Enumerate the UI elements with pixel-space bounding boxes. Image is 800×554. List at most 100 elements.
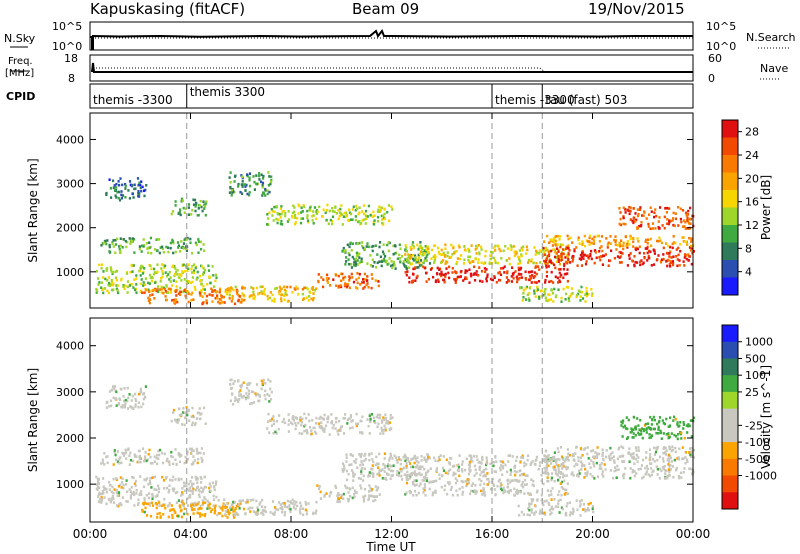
- heatmap-cell: [224, 290, 227, 294]
- heatmap-cell: [273, 513, 276, 516]
- heatmap-cell: [456, 275, 459, 279]
- heatmap-cell: [446, 481, 450, 484]
- heatmap-cell: [183, 461, 186, 465]
- heatmap-cell: [280, 297, 283, 300]
- heatmap-cell: [301, 217, 304, 220]
- heatmap-cell: [342, 492, 345, 496]
- colorbar-tick-label: 24: [745, 149, 759, 162]
- heatmap-cell: [171, 210, 175, 213]
- heatmap-cell: [279, 222, 282, 226]
- heatmap-cell: [543, 457, 546, 461]
- heatmap-cell: [654, 227, 657, 230]
- heatmap-cell: [358, 256, 361, 259]
- heatmap-cell: [134, 288, 137, 292]
- heatmap-cell: [245, 183, 248, 187]
- heatmap-cell: [156, 287, 159, 291]
- cpid-segment-label: themis -3300: [495, 93, 575, 107]
- heatmap-cell: [380, 426, 383, 430]
- heatmap-cell: [133, 453, 136, 456]
- heatmap-cell: [202, 452, 205, 455]
- heatmap-cell: [583, 464, 586, 468]
- heatmap-cell: [137, 498, 140, 502]
- heatmap-cell: [380, 260, 384, 263]
- heatmap-cell: [354, 260, 357, 264]
- heatmap-cell: [304, 423, 307, 427]
- heatmap-cell: [241, 175, 244, 178]
- heatmap-cell: [577, 292, 580, 296]
- colorbar-segment: [722, 207, 738, 226]
- heatmap-cell: [549, 490, 552, 493]
- heatmap-cell: [543, 251, 546, 254]
- heatmap-cell: [152, 475, 155, 479]
- heatmap-cell: [391, 263, 394, 267]
- heatmap-cell: [425, 250, 428, 253]
- heatmap-cell: [144, 277, 147, 280]
- heatmap-cell: [418, 252, 422, 256]
- heatmap-cell: [100, 244, 103, 247]
- heatmap-cell: [119, 237, 122, 240]
- heatmap-cell: [429, 268, 433, 271]
- heatmap-cell: [193, 285, 196, 289]
- heatmap-cell: [609, 453, 612, 456]
- heatmap-cell: [268, 190, 271, 194]
- heatmap-cell: [474, 257, 477, 261]
- cpid-segment-label: themis 3300: [190, 85, 265, 99]
- heatmap-cell: [138, 245, 141, 248]
- heatmap-cell: [197, 240, 201, 243]
- heatmap-cell: [665, 242, 668, 245]
- heatmap-cell: [261, 181, 265, 185]
- heatmap-cell: [228, 191, 231, 194]
- heatmap-cell: [591, 475, 594, 478]
- heatmap-cell: [126, 399, 129, 403]
- heatmap-cell: [121, 246, 124, 249]
- heatmap-cell: [180, 477, 183, 481]
- heatmap-cell: [499, 279, 502, 282]
- heatmap-cell: [530, 498, 533, 501]
- heatmap-cell: [225, 291, 229, 294]
- heatmap-cell: [442, 253, 445, 256]
- heatmap-cell: [360, 222, 363, 225]
- heatmap-cell: [568, 249, 571, 252]
- heatmap-cell: [375, 266, 378, 269]
- heatmap-cell: [119, 456, 122, 459]
- heatmap-cell: [689, 447, 692, 450]
- heatmap-cell: [300, 217, 303, 220]
- heatmap-cell: [457, 468, 460, 472]
- heatmap-cell: [123, 287, 126, 290]
- heatmap-cell: [491, 251, 494, 254]
- heatmap-cell: [98, 263, 101, 267]
- heatmap-cell: [440, 270, 443, 274]
- heatmap-cell: [295, 501, 298, 504]
- heatmap-cell: [129, 270, 132, 274]
- heatmap-cell: [272, 219, 275, 222]
- heatmap-cell: [292, 415, 295, 418]
- heatmap-cell: [548, 250, 551, 254]
- heatmap-cell: [362, 246, 365, 250]
- heatmap-cell: [414, 279, 417, 282]
- y-tick-label: 4000: [56, 133, 84, 146]
- heatmap-cell: [682, 236, 685, 239]
- heatmap-cell: [305, 512, 308, 516]
- heatmap-cell: [382, 214, 385, 218]
- heatmap-cell: [385, 472, 389, 475]
- heatmap-cell: [110, 268, 113, 271]
- heatmap-cell: [368, 453, 371, 457]
- heatmap-cell: [429, 480, 432, 484]
- heatmap-cell: [637, 468, 640, 471]
- heatmap-cell: [632, 216, 636, 219]
- heatmap-cell: [271, 500, 275, 503]
- colorbar-segment: [722, 492, 738, 510]
- heatmap-cell: [115, 287, 118, 291]
- heatmap-cell: [304, 416, 308, 420]
- heatmap-cell: [128, 180, 132, 183]
- heatmap-cell: [564, 272, 567, 276]
- heatmap-cell: [339, 429, 342, 432]
- heatmap-cell: [217, 512, 220, 515]
- heatmap-cell: [124, 402, 127, 405]
- heatmap-cell: [145, 184, 148, 187]
- heatmap-cell: [656, 422, 659, 426]
- heatmap-cell: [307, 299, 310, 302]
- heatmap-cell: [368, 432, 371, 435]
- heatmap-cell: [550, 476, 553, 480]
